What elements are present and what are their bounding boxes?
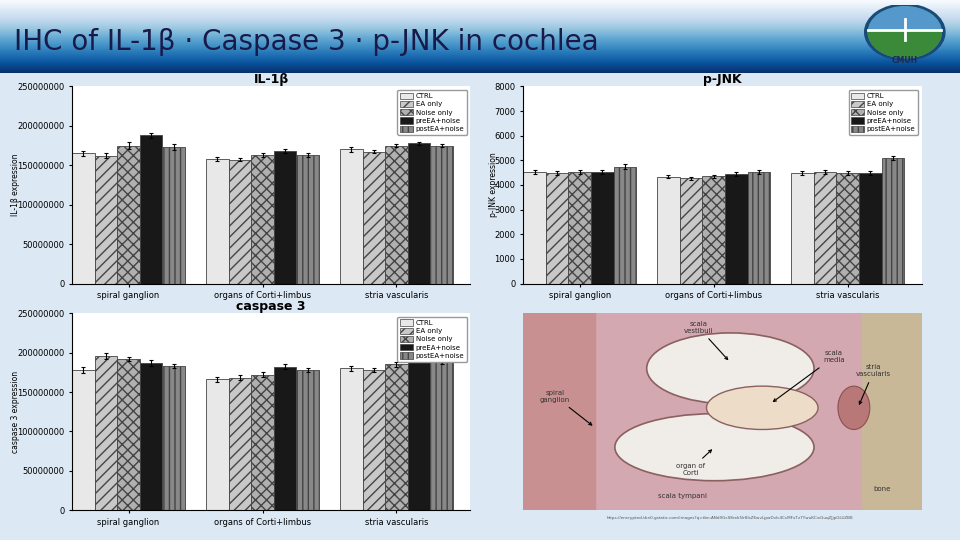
Legend: CTRL, EA only, Noise only, preEA+noise, postEA+noise: CTRL, EA only, Noise only, preEA+noise, … [849,90,918,135]
Bar [340,150,363,284]
Bar [523,172,546,284]
Title: IL-1β: IL-1β [253,73,289,86]
Text: organ of
Corti: organ of Corti [676,450,711,476]
Title: caspase 3: caspase 3 [236,300,306,313]
Bar [363,370,385,510]
Bar [297,155,319,284]
Bar [228,160,252,284]
Bar [340,368,363,510]
Bar [881,158,904,284]
Bar [859,173,881,284]
Bar [252,375,274,510]
Bar [117,145,140,284]
Bar [814,172,836,284]
Text: scala tympani: scala tympani [658,494,708,500]
Bar [791,173,814,284]
Circle shape [868,6,941,58]
Ellipse shape [838,386,870,429]
Bar [385,364,408,510]
Circle shape [865,4,945,60]
Bar [140,363,162,510]
Y-axis label: caspase 3 expression: caspase 3 expression [12,370,20,453]
Bar [140,136,162,284]
Y-axis label: p-JNK expression: p-JNK expression [489,153,497,217]
Legend: CTRL, EA only, Noise only, preEA+noise, postEA+noise: CTRL, EA only, Noise only, preEA+noise, … [397,316,467,362]
Bar [117,359,140,510]
Bar [72,153,95,284]
Ellipse shape [614,414,814,481]
Text: IHC of IL-1β · Caspase 3 · p-JNK in cochlea: IHC of IL-1β · Caspase 3 · p-JNK in coch… [14,28,599,56]
Bar [95,356,117,510]
Bar [385,145,408,284]
Bar [72,370,95,510]
Ellipse shape [707,386,818,429]
Text: CMUH: CMUH [892,56,918,65]
Text: https://encrypted-tbn0.gstatic.com/images?q=tbn:ANd9GcS8rek5lr8lsZ6wvLjpaDvlc4Cc: https://encrypted-tbn0.gstatic.com/image… [607,516,852,521]
Bar [591,172,613,284]
Text: scala
vestibuli: scala vestibuli [684,321,728,360]
Bar [748,172,770,284]
Text: stria
vascularis: stria vascularis [856,364,891,404]
Wedge shape [869,32,941,58]
Bar [568,172,591,284]
Bar [546,173,568,284]
Text: bone: bone [873,485,891,491]
Y-axis label: IL-1β expression: IL-1β expression [12,154,20,216]
Bar [658,177,680,284]
Bar [680,178,703,284]
Bar [228,378,252,510]
Bar [725,174,748,284]
Text: spiral
ganglion: spiral ganglion [540,390,591,425]
Text: scala
media: scala media [774,350,845,401]
Bar [274,151,297,284]
Bar [862,313,922,510]
Bar [408,359,430,510]
Bar [297,370,319,510]
Bar [206,159,228,284]
Bar [613,167,636,284]
Bar [430,145,453,284]
Bar [162,147,185,284]
Bar [206,380,228,510]
Legend: CTRL, EA only, Noise only, preEA+noise, postEA+noise: CTRL, EA only, Noise only, preEA+noise, … [397,90,467,135]
Bar [408,143,430,284]
Bar [430,362,453,510]
Bar [274,367,297,510]
Bar [363,152,385,284]
Bar [836,173,859,284]
Title: p-JNK: p-JNK [703,73,742,86]
Circle shape [868,6,941,58]
Bar [162,366,185,510]
Bar [703,177,725,284]
Ellipse shape [647,333,814,404]
Bar [523,313,595,510]
Bar [95,156,117,284]
Bar [252,155,274,284]
